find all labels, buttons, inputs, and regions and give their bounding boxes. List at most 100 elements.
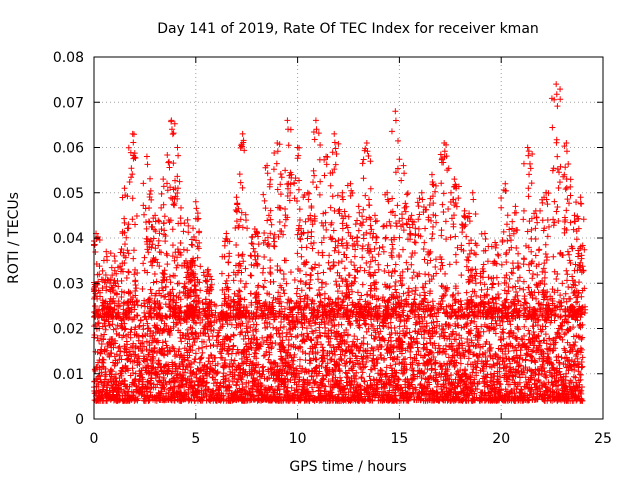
data-point bbox=[105, 379, 112, 386]
data-point bbox=[158, 388, 165, 395]
data-point bbox=[177, 371, 184, 378]
data-point bbox=[122, 345, 129, 352]
data-point bbox=[100, 386, 107, 393]
data-point bbox=[140, 376, 147, 383]
data-point bbox=[98, 379, 105, 386]
data-point bbox=[118, 356, 125, 363]
data-point bbox=[95, 373, 102, 380]
data-point bbox=[127, 329, 134, 336]
data-point bbox=[183, 380, 190, 387]
data-point bbox=[134, 312, 141, 319]
data-point bbox=[156, 360, 163, 367]
data-point bbox=[132, 343, 139, 350]
data-point bbox=[170, 345, 177, 352]
data-point bbox=[192, 330, 199, 337]
data-point bbox=[193, 370, 200, 377]
data-point bbox=[171, 378, 178, 385]
data-point bbox=[167, 327, 174, 334]
data-point bbox=[128, 353, 135, 360]
data-point bbox=[134, 395, 141, 402]
data-point bbox=[120, 306, 127, 313]
data-point bbox=[166, 347, 173, 354]
data-point bbox=[124, 341, 131, 348]
data-point bbox=[121, 326, 128, 333]
data-point bbox=[149, 365, 156, 372]
data-point bbox=[170, 383, 177, 390]
data-point bbox=[159, 339, 166, 346]
data-point bbox=[140, 326, 147, 333]
data-point bbox=[122, 378, 129, 385]
data-point bbox=[184, 326, 191, 333]
data-point bbox=[151, 345, 158, 352]
data-point bbox=[125, 367, 132, 374]
data-point bbox=[122, 362, 129, 369]
data-point bbox=[120, 332, 127, 339]
data-point bbox=[195, 300, 202, 307]
data-point bbox=[103, 347, 110, 354]
data-point bbox=[191, 359, 198, 366]
data-point bbox=[99, 356, 106, 363]
data-point bbox=[109, 321, 116, 328]
data-point bbox=[107, 342, 114, 349]
data-point bbox=[133, 383, 140, 390]
data-point bbox=[136, 361, 143, 368]
data-point bbox=[101, 320, 108, 327]
data-point bbox=[186, 336, 193, 343]
data-point bbox=[147, 380, 154, 387]
data-point bbox=[136, 355, 143, 362]
data-point bbox=[112, 340, 119, 347]
data-point bbox=[112, 375, 119, 382]
data-point bbox=[130, 348, 137, 355]
data-points bbox=[91, 81, 589, 404]
data-point bbox=[181, 369, 188, 376]
data-point bbox=[181, 352, 188, 359]
data-point bbox=[179, 375, 186, 382]
data-point bbox=[167, 348, 174, 355]
data-point bbox=[113, 351, 120, 358]
data-point bbox=[188, 373, 195, 380]
data-point bbox=[98, 369, 105, 376]
data-point bbox=[182, 335, 189, 342]
data-point bbox=[192, 350, 199, 357]
data-point bbox=[160, 375, 167, 382]
data-point bbox=[124, 356, 131, 363]
data-point bbox=[166, 331, 173, 338]
data-point bbox=[164, 371, 171, 378]
data-point bbox=[163, 322, 170, 329]
data-point bbox=[176, 346, 183, 353]
data-point bbox=[152, 374, 159, 381]
data-point bbox=[106, 353, 113, 360]
data-point bbox=[130, 369, 137, 376]
data-point bbox=[139, 339, 146, 346]
data-point bbox=[101, 331, 108, 338]
data-point bbox=[118, 368, 125, 375]
data-point bbox=[99, 395, 106, 402]
data-point bbox=[139, 347, 146, 354]
data-point bbox=[98, 340, 105, 347]
data-point bbox=[163, 390, 170, 397]
data-point bbox=[145, 397, 152, 404]
data-point bbox=[97, 376, 104, 383]
data-point bbox=[149, 348, 156, 355]
data-point bbox=[137, 317, 144, 324]
data-point bbox=[106, 322, 113, 329]
data-point bbox=[162, 338, 169, 345]
data-point bbox=[185, 357, 192, 364]
data-point bbox=[161, 347, 168, 354]
data-point bbox=[145, 351, 152, 358]
data-point bbox=[183, 362, 190, 369]
data-point bbox=[144, 363, 151, 370]
data-point bbox=[118, 380, 125, 387]
data-point bbox=[189, 369, 196, 376]
data-point bbox=[161, 385, 168, 392]
data-point bbox=[91, 331, 98, 338]
data-point bbox=[145, 325, 152, 332]
data-point bbox=[96, 337, 103, 344]
data-point bbox=[114, 359, 121, 366]
data-point bbox=[160, 327, 167, 334]
data-point bbox=[100, 356, 107, 363]
data-point bbox=[122, 325, 129, 332]
data-point bbox=[148, 339, 155, 346]
data-point bbox=[129, 365, 136, 372]
data-point bbox=[145, 362, 152, 369]
